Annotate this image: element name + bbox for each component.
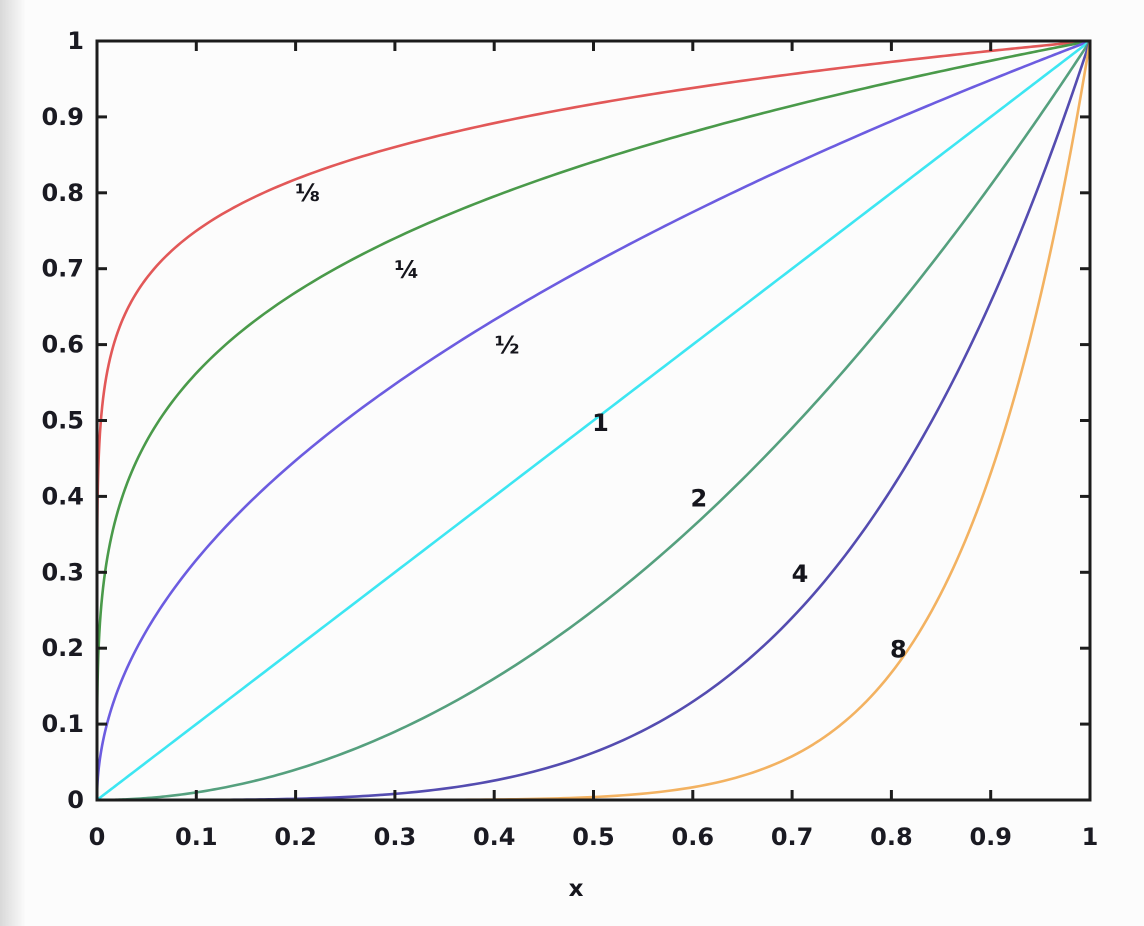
y-tick-label: 0.9 bbox=[41, 103, 84, 131]
curve-label-x^4: 4 bbox=[792, 560, 809, 588]
curve-label-x^1: 1 bbox=[592, 409, 609, 437]
y-tick-label: 0.1 bbox=[41, 710, 84, 738]
curve-x^(1/4) bbox=[95, 39, 1092, 802]
curve-x^1 bbox=[95, 39, 1092, 802]
x-tick-label: 0.1 bbox=[175, 823, 218, 851]
y-tick-label: 0.7 bbox=[41, 255, 84, 283]
y-tick-label: 0.3 bbox=[41, 558, 84, 586]
x-tick-label: 0.6 bbox=[672, 823, 715, 851]
x-axis-title: x bbox=[568, 876, 584, 902]
curve-label-x^(1/4): ¼ bbox=[394, 256, 419, 284]
x-tick-label: 0.2 bbox=[274, 823, 317, 851]
curve-label-x^(1/2): ½ bbox=[495, 331, 520, 359]
curve-label-x^2: 2 bbox=[690, 485, 707, 513]
curve-x^(1/2) bbox=[95, 39, 1092, 802]
x-tick-label: 1 bbox=[1082, 823, 1099, 851]
curve-label-x^(1/8): ⅛ bbox=[295, 179, 320, 207]
x-tick-label: 0.7 bbox=[771, 823, 814, 851]
x-tick-label: 0.8 bbox=[870, 823, 913, 851]
y-tick-label: 0.4 bbox=[41, 482, 84, 510]
curve-x^2 bbox=[95, 39, 1092, 802]
x-tick-label: 0.4 bbox=[473, 823, 516, 851]
curve-label-x^8: 8 bbox=[890, 636, 907, 664]
y-tick-label: 0.5 bbox=[41, 407, 84, 435]
y-tick-label: 0.2 bbox=[41, 634, 84, 662]
x-tick-label: 0.5 bbox=[572, 823, 615, 851]
x-tick-label: 0.3 bbox=[374, 823, 417, 851]
x-tick-label: 0 bbox=[89, 823, 106, 851]
y-tick-label: 1 bbox=[67, 27, 84, 55]
y-tick-label: 0.8 bbox=[41, 179, 84, 207]
x-tick-label: 0.9 bbox=[969, 823, 1012, 851]
y-tick-label: 0.6 bbox=[41, 331, 84, 359]
plot-border bbox=[95, 39, 1092, 802]
y-tick-label: 0 bbox=[67, 786, 84, 814]
curve-x^(1/8) bbox=[95, 39, 1092, 802]
